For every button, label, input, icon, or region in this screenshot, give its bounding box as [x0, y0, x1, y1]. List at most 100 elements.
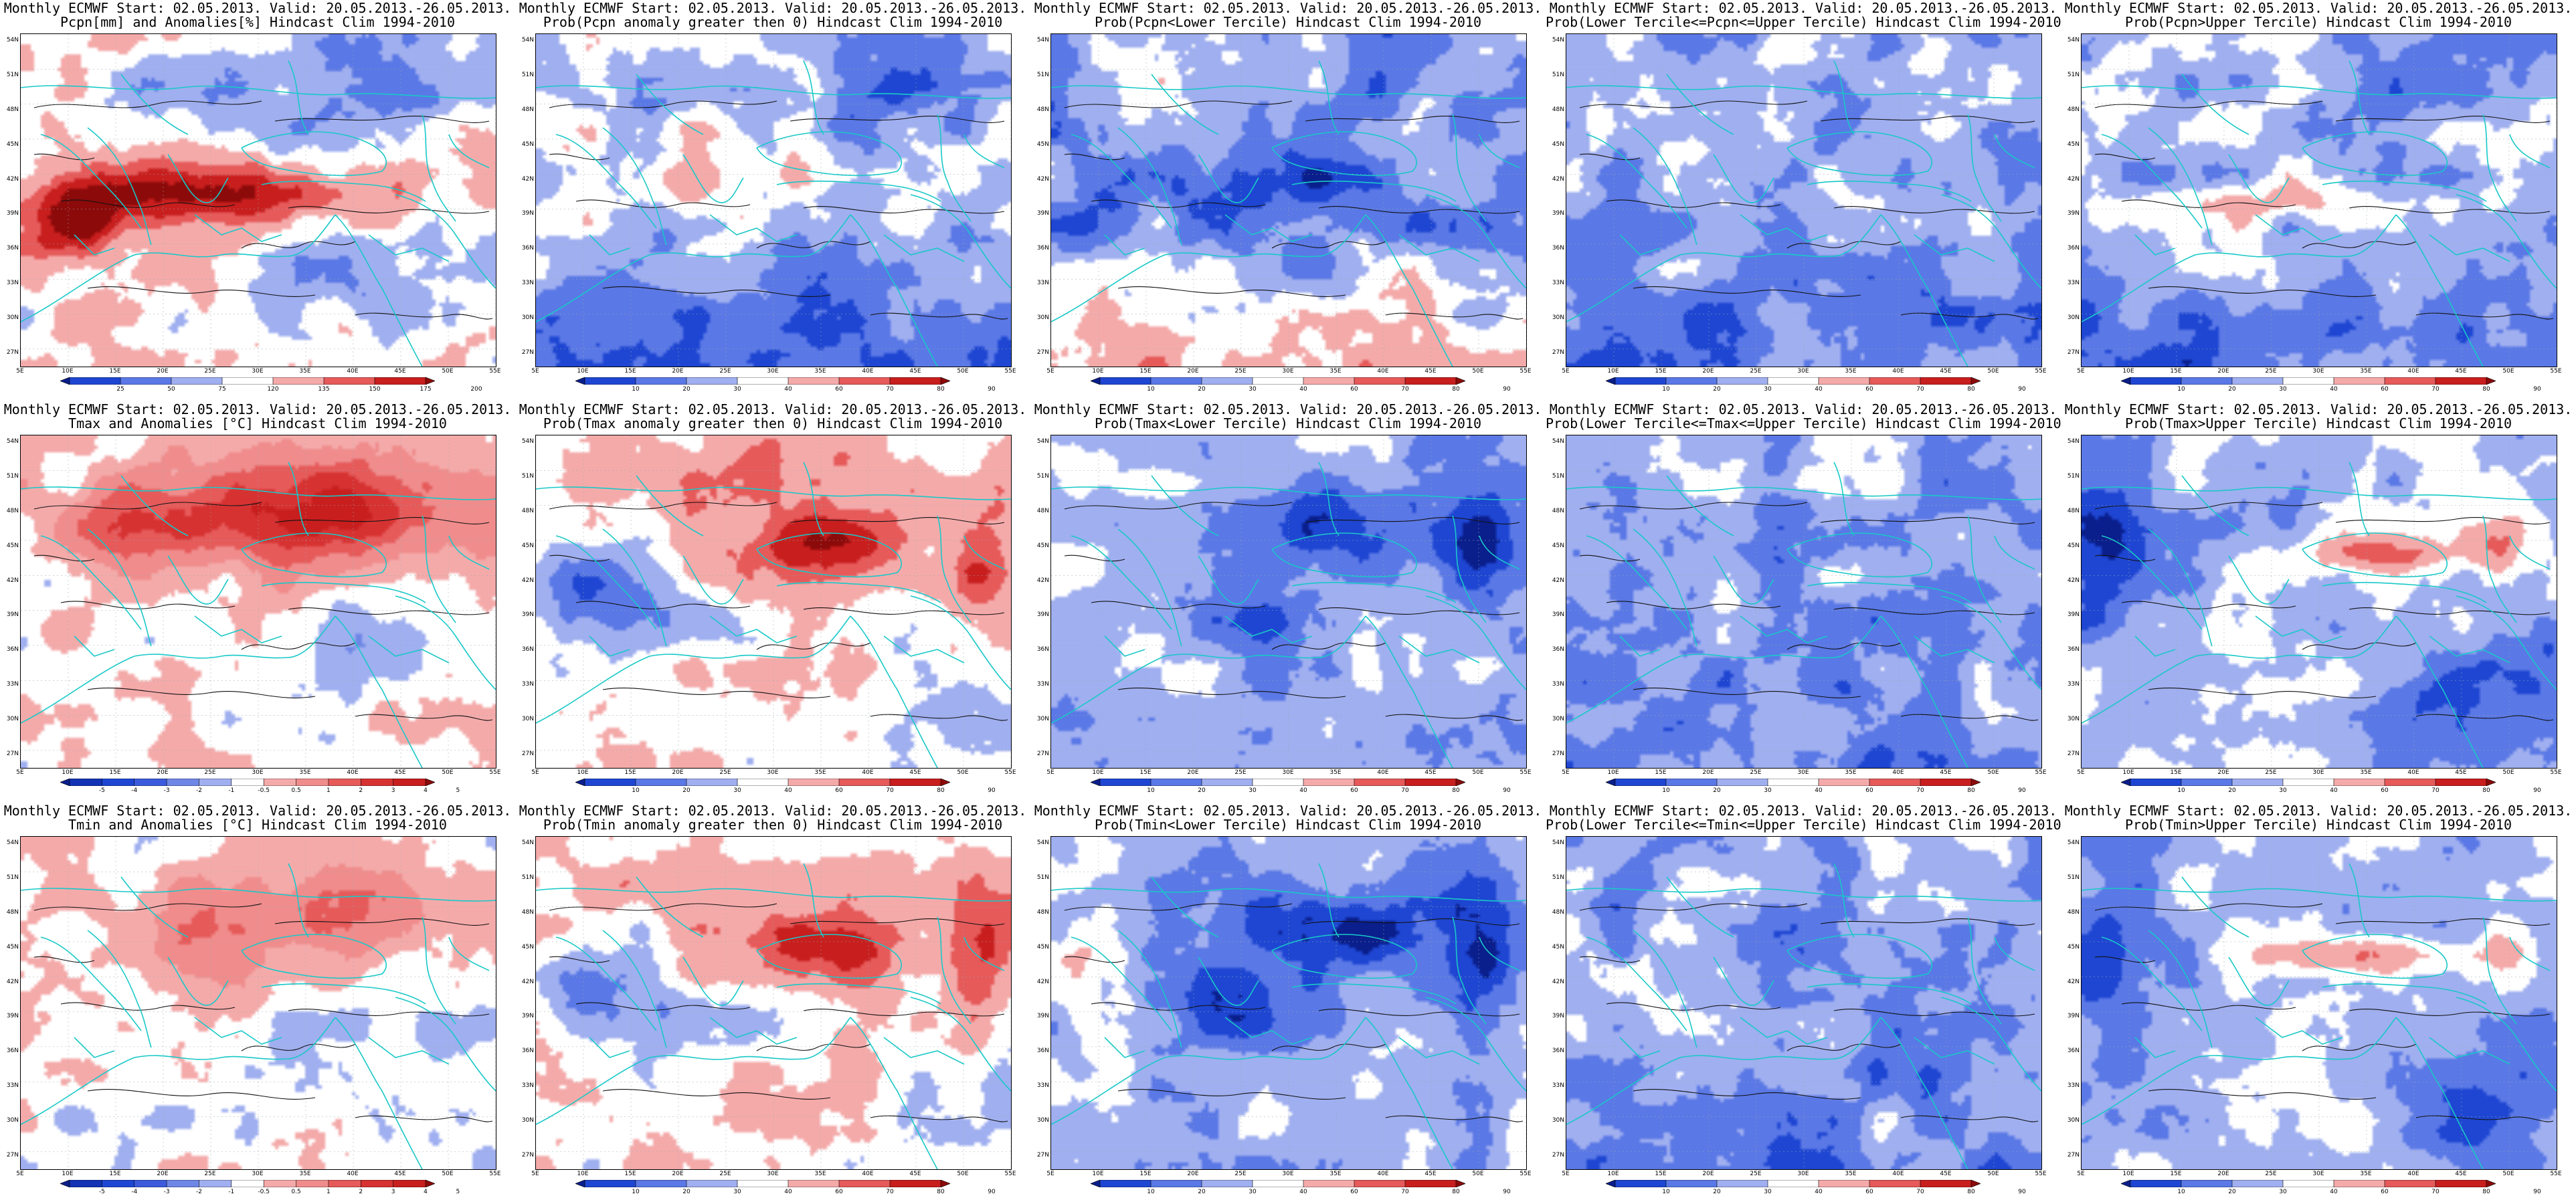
lon-tick-label: 45E	[1940, 769, 1952, 776]
coastline	[2509, 535, 2551, 570]
colorbar-swatch	[686, 1180, 738, 1187]
lon-tick-label: 10E	[1092, 769, 1104, 776]
coastline	[1566, 486, 2041, 500]
coastline	[87, 930, 152, 1048]
coastline	[335, 214, 423, 367]
coastline	[1051, 615, 1366, 724]
colorbar-swatch	[1091, 779, 1101, 786]
lon-tick-label: 45E	[1424, 368, 1437, 375]
colorbar	[1606, 1180, 1981, 1187]
lat-tick-label: 30N	[1036, 314, 1049, 322]
colorbar-swatch	[584, 779, 636, 786]
colorbar-label: 20	[2228, 386, 2236, 393]
coastline	[1051, 486, 1526, 500]
colorbar-swatch	[635, 377, 687, 385]
colorbar-label: 20	[2228, 1189, 2236, 1195]
lon-tick-label: 25E	[1750, 769, 1762, 776]
lat-tick-label: 27N	[2067, 1152, 2080, 1159]
colorbar-label: 30	[1764, 386, 1772, 393]
coastline	[1398, 1037, 1480, 1065]
coastline	[1398, 234, 1480, 262]
colorbar-swatch	[1716, 779, 1768, 786]
coastline	[2228, 555, 2290, 605]
coastline	[1271, 532, 1417, 578]
lon-tick-label: 35E	[814, 769, 826, 776]
contour-line	[1117, 688, 1346, 698]
lat-tick-label: 45N	[1036, 542, 1049, 549]
colorbar-swatch	[328, 779, 362, 786]
lon-tick-label: 50E	[957, 1171, 969, 1177]
panel-title-line1: Monthly ECMWF Start: 02.05.2013. Valid: …	[2064, 803, 2573, 819]
lon-tick-label: 30E	[767, 1171, 779, 1177]
coastline	[1104, 635, 1145, 657]
lat-tick-label: 48N	[1036, 106, 1049, 113]
contour-line	[33, 555, 95, 562]
lon-tick-label: 15E	[1139, 769, 1152, 776]
colorbar-label: 20	[682, 787, 691, 794]
contour-line	[1579, 555, 1641, 562]
lat-tick-label: 48N	[6, 908, 19, 916]
contour-line	[1305, 116, 1520, 123]
lon-tick-label: 20E	[2217, 769, 2229, 776]
coastline	[1940, 997, 2041, 1092]
lon-tick-label: 5E	[2077, 769, 2085, 776]
coastline	[756, 532, 902, 578]
coastline	[2349, 60, 2370, 135]
colorbar-swatch	[2130, 779, 2182, 786]
colorbar-swatch	[134, 1180, 167, 1187]
lon-tick-label: 40E	[347, 769, 359, 776]
lon-tick-label: 55E	[1520, 769, 1532, 776]
colorbar-label: 90	[2018, 1189, 2026, 1195]
colorbar-swatch	[2231, 1180, 2284, 1187]
contour-line	[602, 1089, 831, 1100]
colorbar-swatch	[231, 1180, 264, 1187]
colorbar-label: 20	[682, 386, 691, 393]
contour-line	[756, 241, 871, 249]
coastline	[1318, 60, 1340, 135]
contour-line	[602, 688, 831, 698]
colorbar-swatch	[686, 377, 738, 385]
lat-tick-label: 33N	[1552, 280, 1564, 287]
coastline	[1786, 532, 1932, 578]
colorbar-label: 90	[1503, 386, 1511, 393]
colorbar-swatch	[1970, 779, 1981, 786]
coastline	[1740, 615, 1828, 643]
coastline	[2429, 1037, 2510, 1065]
colorbar-swatch	[940, 779, 950, 786]
coastline	[21, 486, 496, 500]
colorbar-swatch	[2384, 779, 2436, 786]
lon-tick-label: 50E	[1987, 1171, 1999, 1177]
coastline	[395, 194, 496, 289]
lat-tick-label: 27N	[1036, 349, 1049, 356]
forecast-map	[535, 836, 1012, 1170]
colorbar-label: 70	[886, 1189, 894, 1195]
lat-tick-label: 51N	[521, 472, 534, 480]
colorbar-swatch	[1455, 377, 1465, 385]
colorbar-swatch	[2384, 1180, 2436, 1187]
colorbar-swatch	[1404, 1180, 1457, 1187]
colorbar-label: 20	[1198, 1189, 1206, 1195]
coastline	[167, 555, 229, 605]
coastline	[756, 934, 902, 979]
coastline	[368, 234, 450, 262]
lat-tick-label: 30N	[1036, 716, 1049, 723]
lat-tick-label: 39N	[1036, 1013, 1049, 1020]
lat-tick-label: 27N	[1552, 1152, 1564, 1159]
map-overlay	[1051, 435, 1526, 768]
contour-line	[87, 688, 316, 698]
colorbar-label: 10	[1147, 386, 1155, 393]
lat-tick-label: 39N	[1552, 210, 1564, 217]
colorbar-swatch	[1252, 779, 1304, 786]
colorbar-label: -2	[195, 787, 202, 794]
lon-tick-label: 45E	[2455, 769, 2467, 776]
coastline	[194, 214, 282, 242]
lon-tick-label: 35E	[1845, 1171, 1857, 1177]
lat-tick-label: 54N	[1552, 438, 1564, 445]
colorbar-swatch	[1615, 1180, 1667, 1187]
coastline	[910, 595, 1011, 690]
panel-title-line2: Prob(Tmax<Lower Tercile) Hindcast Clim 1…	[1095, 415, 1481, 431]
coastline	[1713, 957, 1774, 1006]
lat-tick-label: 27N	[2067, 349, 2080, 356]
colorbar-swatch	[1869, 1180, 1921, 1187]
contour-line	[756, 1043, 871, 1051]
